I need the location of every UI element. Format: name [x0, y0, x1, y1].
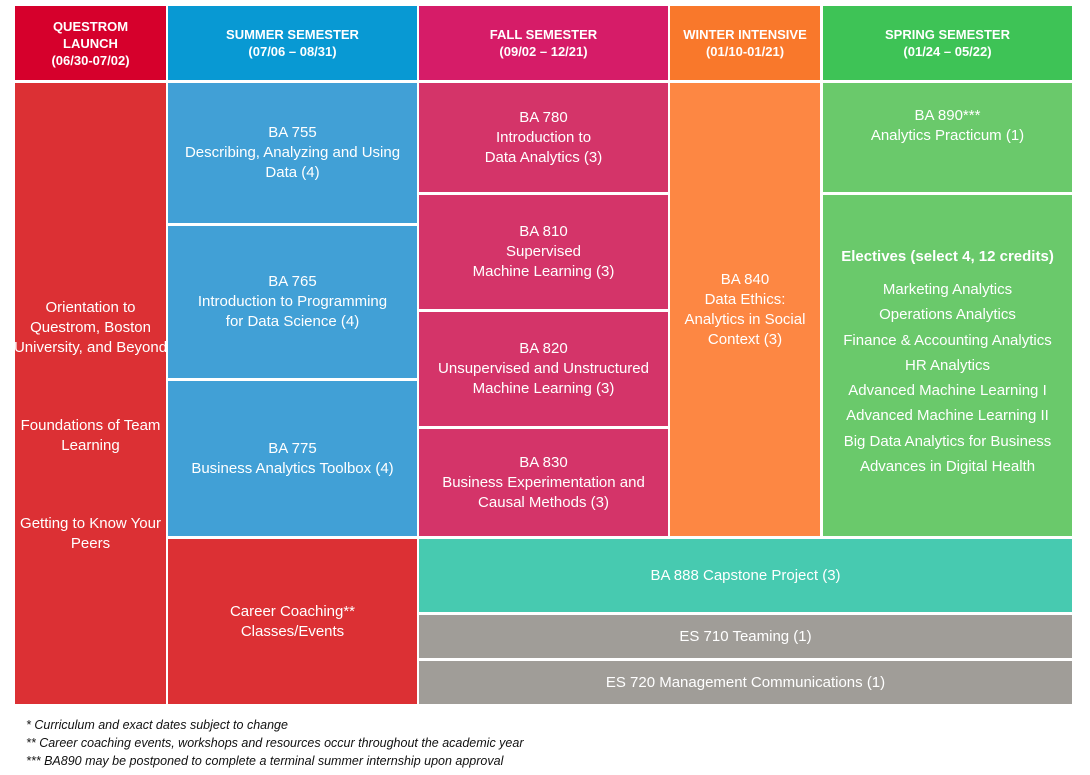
course-ba765: BA 765 Introduction to Programming for Dat…	[168, 226, 417, 378]
course-ba755: BA 755 Describing, Analyzing and Using Dat…	[168, 83, 417, 223]
text-line: University, and Beyond	[13, 339, 168, 356]
capstone-project: BA 888 Capstone Project (3)	[419, 539, 1072, 612]
elective-item: Marketing Analytics	[882, 281, 1013, 298]
elective-item: Finance & Accounting Analytics	[843, 331, 1052, 349]
elective-item: Advanced Machine Learning I	[848, 382, 1047, 400]
text-line: (06/30-07/02)	[51, 52, 130, 68]
elective-item: Operations Analytics	[879, 306, 1016, 324]
course-ba830: BA 830 Business Experimentation and Causal…	[419, 429, 668, 536]
electives-box: Electives (select 4, 12 credits) Marketi…	[823, 195, 1072, 536]
footnote: *** BA890 may be postponed to complete a…	[26, 754, 504, 768]
text-line: Unsupervised and Unstructured	[438, 360, 649, 377]
text-line: QUESTROM	[52, 18, 129, 34]
text-line: Introduction to	[495, 128, 592, 146]
text-line: Data Ethics:	[704, 290, 786, 308]
elective-item: Advanced Machine Learning II	[846, 407, 1049, 425]
text-line: Supervised	[505, 243, 582, 260]
footnote: ** Career coaching events, workshops and…	[26, 736, 524, 750]
text-line: Career Coaching**	[229, 602, 356, 620]
text-line: (01/10-01/21)	[705, 44, 785, 59]
elective-item: Advances in Digital Health	[859, 458, 1036, 476]
text-line: BA 775	[268, 439, 317, 457]
text-line: LAUNCH	[63, 35, 118, 51]
text-line: Business Experimentation and	[442, 473, 645, 491]
course-ba775: BA 775 Business Analytics Toolbox (4)	[168, 381, 417, 536]
course-ba890: BA 890*** Analytics Practicum (1)	[823, 83, 1072, 192]
text-line: BA 820	[519, 340, 568, 357]
text-line: SPRING SEMESTER	[885, 27, 1010, 42]
career-coaching: Career Coaching** Classes/Events	[168, 539, 417, 704]
foundations-text: Foundations of Team Learning	[21, 416, 161, 456]
text-line: Foundations of Team	[20, 417, 161, 434]
footnote: * Curriculum and exact dates subject to …	[26, 718, 288, 732]
text-line: BA 780	[519, 108, 568, 126]
text-line: BA 830	[519, 453, 568, 471]
text-line: Context (3)	[707, 330, 783, 348]
text-line: SUMMER SEMESTER	[226, 27, 359, 42]
es710-teaming: ES 710 Teaming (1)	[419, 615, 1072, 658]
text-line: Causal Methods (3)	[478, 493, 609, 511]
electives-list: Marketing Analytics Operations Analytics…	[843, 277, 1051, 479]
course-ba780: BA 780 Introduction to Data Analytics (3)	[419, 83, 668, 192]
text-line: BA 890***	[914, 106, 981, 124]
text-line: Machine Learning (3)	[472, 263, 615, 280]
text-line: Learning	[61, 437, 120, 454]
header-spring-semester: SPRING SEMESTER (01/24 – 05/22)	[823, 6, 1072, 80]
course-ba810: BA 810 Supervised Machine Learning (3)	[419, 195, 668, 309]
text-line: Machine Learning (3)	[472, 380, 615, 397]
header-summer-semester: SUMMER SEMESTER (07/06 – 08/31)	[168, 6, 417, 80]
text-line: FALL SEMESTER	[489, 27, 598, 42]
text-line: Peers	[70, 535, 111, 552]
text-line: Describing, Analyzing and Using	[184, 144, 401, 161]
text-line: BA 765	[268, 273, 317, 290]
orientation-text: Orientation to Questrom, Boston University…	[14, 298, 167, 358]
text-line: (09/02 – 12/21)	[499, 44, 588, 59]
text-line: Analytics Practicum (1)	[870, 126, 1025, 144]
launch-activities: Orientation to Questrom, Boston University…	[14, 83, 167, 704]
course-ba840: BA 840 Data Ethics: Analytics in Social Con…	[670, 83, 820, 536]
text-line: for Data Science (4)	[225, 313, 360, 330]
text-line: Introduction to Programming	[197, 293, 388, 310]
text-line: Orientation to	[45, 299, 136, 316]
text-line: BA 755	[268, 124, 317, 141]
header-questrom-launch: QUESTROM LAUNCH (06/30-07/02)	[15, 6, 166, 80]
text-line: Questrom, Boston	[30, 319, 151, 336]
text-line: Getting to Know Your	[20, 515, 161, 532]
es720-management-communications: ES 720 Management Communications (1)	[419, 661, 1072, 704]
text-line: Analytics in Social	[684, 310, 806, 328]
header-fall-semester: FALL SEMESTER (09/02 – 12/21)	[419, 6, 668, 80]
footnotes: * Curriculum and exact dates subject to …	[26, 716, 524, 770]
text-line: BA 810	[519, 223, 568, 240]
electives-title: Electives (select 4, 12 credits)	[841, 248, 1054, 265]
text-line: (07/06 – 08/31)	[248, 44, 337, 59]
header-winter-intensive: WINTER INTENSIVE (01/10-01/21)	[670, 6, 820, 80]
text-line: Data Analytics (3)	[484, 148, 603, 166]
text-line: BA 840	[720, 270, 770, 288]
elective-item: HR Analytics	[904, 356, 991, 374]
text-line: Business Analytics Toolbox (4)	[191, 459, 394, 477]
course-ba820: BA 820 Unsupervised and Unstructured Machi…	[419, 312, 668, 426]
text-line: (01/24 – 05/22)	[903, 44, 992, 59]
text-line: Data (4)	[265, 164, 320, 181]
peers-text: Getting to Know Your Peers	[20, 514, 161, 554]
text-line: WINTER INTENSIVE	[683, 27, 807, 42]
elective-item: Big Data Analytics for Business	[843, 432, 1052, 450]
text-line: Classes/Events	[240, 622, 345, 640]
